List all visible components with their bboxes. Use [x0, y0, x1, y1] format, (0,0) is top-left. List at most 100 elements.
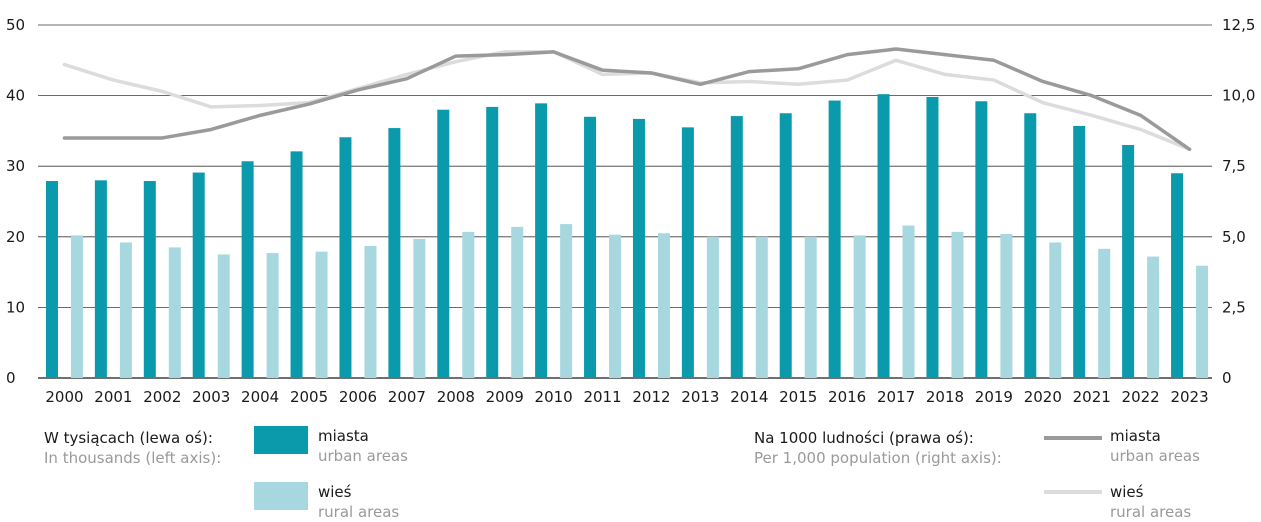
legend-bar-rural-pl: wieś — [318, 483, 352, 501]
bar-rural — [1147, 256, 1160, 378]
bar-rural — [511, 226, 524, 378]
legend-bar-rural-en: rural areas — [318, 503, 400, 521]
bar-urban — [828, 100, 841, 379]
bar-rural — [364, 245, 377, 378]
legend-bar-urban-en: urban areas — [318, 447, 408, 465]
right-tick-label: 5,0 — [1222, 228, 1246, 246]
legend-line-rural-swatch — [1044, 490, 1102, 494]
x-tick-label: 2020 — [1024, 388, 1062, 406]
legend-right-title-en: Per 1,000 population (right axis): — [754, 449, 1002, 467]
bar-urban — [1024, 113, 1037, 378]
left-axis-ticks: 0 10 20 30 40 50 — [6, 16, 25, 387]
bar-rural — [1000, 233, 1013, 378]
x-tick-label: 2010 — [535, 388, 573, 406]
bar-urban — [975, 101, 988, 379]
bar-urban — [926, 97, 939, 379]
right-tick-label: 7,5 — [1222, 157, 1246, 175]
x-tick-label: 2005 — [290, 388, 328, 406]
bar-rural — [168, 247, 181, 378]
gridlines — [38, 24, 1212, 379]
x-axis-ticks: 2000 2001 2002 2003 2004 2005 2006 2007 2008 2009… — [45, 388, 1208, 406]
legend-line-rural-en: rural areas — [1110, 503, 1192, 521]
bar-urban — [192, 172, 205, 378]
legend-bar-rural: wieś rural areas — [318, 482, 399, 522]
x-tick-label: 2023 — [1170, 388, 1208, 406]
bar-urban — [730, 116, 743, 378]
bar-urban — [632, 118, 645, 378]
x-tick-label: 2018 — [926, 388, 964, 406]
bar-urban — [339, 137, 352, 378]
bar-urban — [535, 103, 548, 378]
line-urban — [62, 47, 1192, 152]
bar-rural — [657, 233, 670, 378]
x-tick-label: 2019 — [975, 388, 1013, 406]
bar-urban — [388, 128, 401, 378]
x-tick-label: 2003 — [192, 388, 230, 406]
x-tick-label: 2008 — [437, 388, 475, 406]
bars — [45, 94, 1209, 379]
bar-urban — [584, 116, 597, 378]
lines — [62, 47, 1192, 152]
bar-urban — [486, 106, 499, 379]
x-tick-label: 2015 — [779, 388, 817, 406]
legend-bar-rural-swatch — [254, 482, 308, 510]
legend-left-title-pl: W tysiącach (lewa oś): — [44, 429, 213, 447]
bar-urban — [143, 181, 156, 378]
x-tick-label: 2002 — [143, 388, 181, 406]
bar-urban — [877, 94, 890, 379]
x-tick-label: 2022 — [1122, 388, 1160, 406]
bar-urban — [1122, 145, 1135, 378]
bar-rural — [1098, 248, 1111, 378]
bar-rural — [217, 254, 230, 378]
bar-rural — [1196, 265, 1209, 378]
right-tick-label: 10,0 — [1222, 87, 1255, 105]
legend-line-rural: wieś rural areas — [1110, 482, 1191, 522]
right-tick-label: 0 — [1222, 369, 1232, 387]
legend-bar-urban-pl: miasta — [318, 427, 369, 445]
bar-rural — [755, 236, 768, 378]
bar-rural — [315, 251, 328, 378]
legend-line-urban-swatch — [1044, 436, 1102, 440]
legend-bar-urban-swatch — [254, 426, 308, 454]
x-tick-label: 2011 — [583, 388, 621, 406]
x-tick-label: 2012 — [632, 388, 670, 406]
x-tick-label: 2000 — [45, 388, 83, 406]
bar-rural — [804, 236, 817, 378]
bar-urban — [241, 161, 254, 378]
bar-rural — [413, 238, 426, 378]
legend-right-title: Na 1000 ludności (prawa oś): Per 1,000 p… — [754, 428, 1002, 468]
bar-rural — [853, 235, 866, 378]
legend-line-rural-pl: wieś — [1110, 483, 1144, 501]
right-tick-label: 2,5 — [1222, 298, 1246, 316]
right-tick-label: 12,5 — [1222, 16, 1255, 34]
bar-rural — [560, 224, 573, 378]
left-tick-label: 0 — [6, 369, 16, 387]
bar-rural — [902, 225, 915, 378]
left-tick-label: 20 — [6, 228, 25, 246]
bar-urban — [681, 127, 694, 379]
bar-rural — [609, 234, 622, 378]
bar-rural — [1049, 242, 1062, 378]
bar-rural — [266, 253, 279, 378]
legend-line-urban: miasta urban areas — [1110, 426, 1200, 466]
left-tick-label: 50 — [6, 16, 25, 34]
x-tick-label: 2001 — [94, 388, 132, 406]
right-axis-ticks: 0 2,5 5,0 7,5 10,0 12,5 — [1222, 16, 1255, 387]
bar-urban — [1073, 125, 1086, 378]
bar-urban — [45, 181, 58, 378]
x-tick-label: 2006 — [339, 388, 377, 406]
bar-urban — [290, 151, 303, 378]
left-tick-label: 30 — [6, 157, 25, 175]
bar-rural — [70, 235, 83, 378]
x-tick-label: 2004 — [241, 388, 279, 406]
line-rural — [62, 50, 1192, 152]
x-tick-label: 2007 — [388, 388, 426, 406]
bar-rural — [951, 231, 964, 378]
bar-rural — [706, 236, 719, 378]
legend-line-urban-pl: miasta — [1110, 427, 1161, 445]
x-tick-label: 2021 — [1073, 388, 1111, 406]
x-tick-label: 2009 — [486, 388, 524, 406]
legend-bar-urban: miasta urban areas — [318, 426, 408, 466]
left-tick-label: 10 — [6, 298, 25, 316]
